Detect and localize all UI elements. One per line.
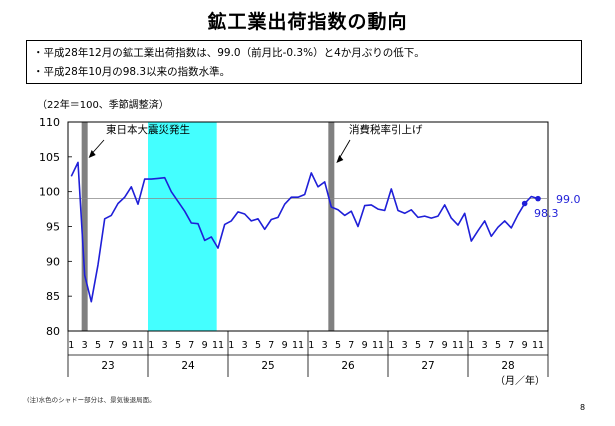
x-month-label: 9 bbox=[522, 340, 528, 351]
x-unit-label: （月／年） bbox=[495, 374, 545, 387]
x-month-label: 7 bbox=[508, 340, 514, 351]
x-year-label: 26 bbox=[341, 360, 355, 372]
slide-title: 鉱工業出荷指数の動向 bbox=[207, 11, 408, 33]
y-tick-label: 95 bbox=[46, 221, 60, 234]
x-month-label: 9 bbox=[362, 340, 368, 351]
y-tick-label: 110 bbox=[39, 116, 60, 129]
x-month-label: 5 bbox=[255, 340, 261, 351]
x-month-label: 3 bbox=[242, 340, 248, 351]
footnote: (注)水色のシャドー部分は、景気後退局面。 bbox=[27, 396, 156, 404]
x-month-label: 11 bbox=[372, 340, 384, 351]
callout-label-98-3: 98.3 bbox=[534, 207, 559, 220]
x-month-label: 1 bbox=[68, 340, 74, 351]
y-tick-label: 90 bbox=[46, 255, 60, 268]
x-month-label: 7 bbox=[428, 340, 434, 351]
x-month-label: 11 bbox=[132, 340, 144, 351]
y-tick-label: 105 bbox=[39, 151, 60, 164]
page-number: 8 bbox=[580, 403, 586, 412]
callout-marker bbox=[521, 200, 528, 207]
x-month-label: 1 bbox=[148, 340, 154, 351]
y-tick-label: 100 bbox=[39, 186, 60, 199]
x-month-label: 3 bbox=[82, 340, 88, 351]
event-label-tax: 消費税率引上げ bbox=[349, 123, 423, 136]
x-year-label: 28 bbox=[501, 360, 514, 372]
x-month-label: 5 bbox=[495, 340, 501, 351]
plot-frame bbox=[67, 121, 549, 332]
summary-line-1: ・平成28年12月の鉱工業出荷指数は、99.0（前月比-0.3%）と4か月ぶりの… bbox=[33, 47, 425, 59]
x-month-label: 5 bbox=[415, 340, 421, 351]
x-month-label: 11 bbox=[212, 340, 224, 351]
event-bar bbox=[328, 122, 335, 331]
x-year-label: 24 bbox=[181, 360, 195, 372]
event-arrow-head bbox=[88, 150, 96, 158]
x-month-label: 3 bbox=[162, 340, 168, 351]
recession-shade bbox=[148, 122, 217, 331]
callout-label-99-0: 99.0 bbox=[556, 193, 581, 206]
y-tick-label: 85 bbox=[46, 290, 60, 303]
x-year-label: 27 bbox=[421, 360, 434, 372]
x-month-label: 9 bbox=[282, 340, 288, 351]
x-month-label: 9 bbox=[442, 340, 448, 351]
x-month-label: 11 bbox=[452, 340, 464, 351]
x-month-label: 5 bbox=[95, 340, 101, 351]
x-month-label: 7 bbox=[108, 340, 114, 351]
x-month-label: 7 bbox=[348, 340, 354, 351]
event-label-earthquake: 東日本大震災発生 bbox=[106, 123, 190, 136]
x-month-label: 1 bbox=[468, 340, 474, 351]
x-month-label: 9 bbox=[122, 340, 128, 351]
x-month-label: 3 bbox=[402, 340, 408, 351]
x-month-label: 1 bbox=[388, 340, 394, 351]
x-month-label: 3 bbox=[322, 340, 328, 351]
summary-line-2: ・平成28年10月の98.3以来の指数水準。 bbox=[33, 66, 231, 78]
x-month-label: 7 bbox=[268, 340, 274, 351]
x-month-label: 5 bbox=[335, 340, 341, 351]
series-line bbox=[70, 161, 539, 303]
x-month-label: 1 bbox=[308, 340, 314, 351]
y-unit-label: （22年＝100、季節調整済） bbox=[37, 98, 169, 111]
x-month-label: 7 bbox=[188, 340, 194, 351]
x-year-label: 23 bbox=[101, 360, 114, 372]
event-arrow-head bbox=[336, 155, 344, 163]
summary-box: ・平成28年12月の鉱工業出荷指数は、99.0（前月比-0.3%）と4か月ぶりの… bbox=[26, 40, 582, 84]
x-month-label: 11 bbox=[292, 340, 304, 351]
x-month-label: 5 bbox=[175, 340, 181, 351]
x-month-label: 1 bbox=[228, 340, 234, 351]
callout-marker bbox=[535, 195, 541, 202]
x-month-label: 9 bbox=[202, 340, 208, 351]
y-tick-label: 80 bbox=[46, 325, 60, 338]
x-year-label: 25 bbox=[261, 360, 274, 372]
x-month-label: 11 bbox=[532, 340, 544, 351]
x-month-label: 3 bbox=[482, 340, 488, 351]
event-bar bbox=[81, 122, 88, 331]
